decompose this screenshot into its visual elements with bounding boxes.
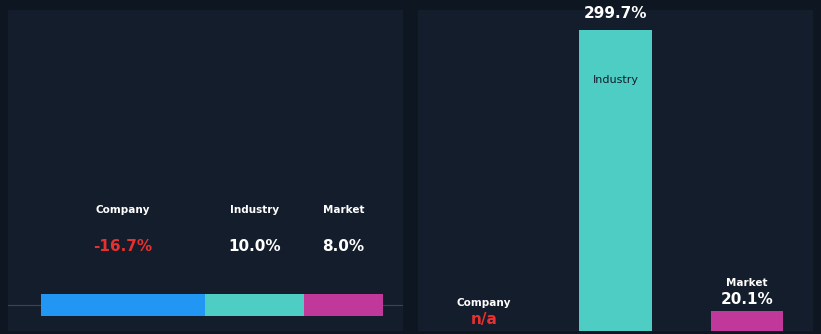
Bar xyxy=(711,311,783,331)
Bar xyxy=(580,30,652,331)
Text: 8.0%: 8.0% xyxy=(323,239,365,254)
Bar xyxy=(41,294,205,316)
Text: Company: Company xyxy=(456,298,511,308)
Text: Company: Company xyxy=(96,205,150,215)
Text: n/a: n/a xyxy=(470,312,498,327)
Text: Industry: Industry xyxy=(593,75,639,86)
Bar xyxy=(205,294,304,316)
Text: Industry: Industry xyxy=(230,205,279,215)
Bar xyxy=(304,294,383,316)
Text: 299.7%: 299.7% xyxy=(584,6,647,21)
Text: 10.0%: 10.0% xyxy=(228,239,281,254)
Text: Market: Market xyxy=(727,278,768,288)
Text: -16.7%: -16.7% xyxy=(94,239,153,254)
Text: Market: Market xyxy=(323,205,365,215)
Text: 20.1%: 20.1% xyxy=(721,292,773,307)
